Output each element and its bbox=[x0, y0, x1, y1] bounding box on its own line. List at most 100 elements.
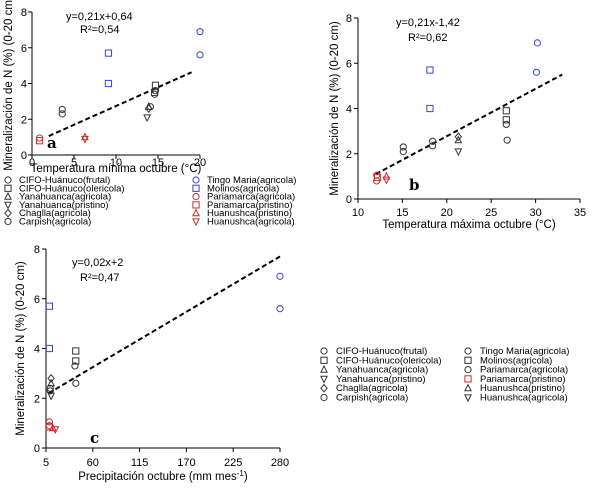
legend-entry: Pariamarca(pristino) bbox=[207, 200, 293, 211]
legend-entry: Huanushca(pristino) bbox=[480, 383, 565, 394]
legend-entry: Yanahuanca(agricola) bbox=[336, 365, 428, 376]
y-tick-label: 6 bbox=[21, 43, 27, 55]
x-tick-label: 225 bbox=[224, 457, 242, 469]
data-point bbox=[502, 120, 510, 128]
legend-marker bbox=[320, 393, 328, 402]
data-point bbox=[45, 302, 54, 310]
legend-entry: Tingo Maria(agricola) bbox=[207, 175, 296, 186]
data-point bbox=[58, 110, 66, 118]
legend-marker bbox=[192, 208, 200, 217]
x-tick-label: 10 bbox=[110, 157, 122, 169]
data-point bbox=[382, 171, 391, 180]
data-point bbox=[47, 392, 56, 401]
legend-marker bbox=[192, 193, 200, 201]
data-point bbox=[151, 88, 159, 97]
y-axis-title: Mineralización de N (%) (0-20 cm) bbox=[15, 261, 27, 436]
scatter-chart-c: 0 2 4 6 8 5 60 115 170 225 280 Mineralización de N … bbox=[15, 244, 289, 483]
data-point bbox=[532, 68, 541, 76]
data-point bbox=[502, 116, 510, 124]
data-point bbox=[196, 51, 204, 59]
x-tick-label: 25 bbox=[485, 207, 497, 219]
trend-line bbox=[48, 71, 193, 137]
legend-marker bbox=[464, 356, 472, 364]
data-point bbox=[382, 176, 391, 185]
data-point bbox=[151, 81, 160, 89]
legend-entry: Huanushca(pristino) bbox=[207, 208, 292, 219]
data-point bbox=[48, 423, 57, 432]
data-point bbox=[426, 104, 434, 113]
trend-line bbox=[48, 255, 281, 395]
legend-marker bbox=[320, 356, 328, 364]
legend-marker bbox=[4, 217, 12, 226]
x-tick-label: 20 bbox=[194, 157, 206, 169]
legend-marker bbox=[320, 347, 328, 355]
trend-line bbox=[375, 73, 563, 175]
y-tick-label: 6 bbox=[346, 58, 352, 70]
legend-marker bbox=[320, 375, 328, 384]
data-point bbox=[72, 347, 80, 355]
x-tick-label: 15 bbox=[396, 207, 408, 219]
panel-label: b bbox=[409, 176, 420, 194]
data-point bbox=[151, 87, 160, 95]
legend-entry: Chaglla(agricola) bbox=[19, 208, 91, 219]
scatter-chart-a: 0 2 4 6 8 0 5 10 15 20 Mineralización de N (%) (0-… bbox=[3, 0, 206, 175]
y-tick-label: 4 bbox=[34, 344, 40, 356]
legend-entry: Yanahuanca(agricola) bbox=[19, 192, 111, 203]
x-tick-label: 5 bbox=[43, 457, 49, 469]
y-axis-title: Mineralización de N (%) (0-20 cm) bbox=[329, 21, 341, 196]
legend-marker bbox=[4, 191, 12, 200]
data-point bbox=[503, 136, 511, 144]
legend-marker bbox=[464, 375, 472, 383]
legend-entry: Yanahuanca(pristino) bbox=[19, 200, 109, 211]
data-point bbox=[58, 105, 66, 114]
legend-entry: CIFO-Huánuco(frutal) bbox=[19, 175, 110, 186]
y-tick-label: 2 bbox=[21, 114, 27, 126]
legend-marker bbox=[192, 201, 200, 209]
legend-entry: CIFO-Huánuco(frutal) bbox=[336, 346, 427, 357]
legend-entry: Pariamarca(pristino) bbox=[480, 374, 566, 385]
regression-equation: y=0,21x+0,64 bbox=[66, 11, 133, 23]
y-tick-label: 8 bbox=[21, 7, 27, 19]
data-point bbox=[143, 114, 151, 123]
data-point bbox=[71, 362, 79, 370]
legend-marker bbox=[4, 201, 12, 210]
x-tick-label: 10 bbox=[352, 207, 364, 219]
legend-entry: CIFO-Huánuco(olericola) bbox=[19, 183, 125, 194]
panel-label: a bbox=[47, 134, 57, 152]
y-tick-label: 6 bbox=[34, 294, 40, 306]
legend-marker bbox=[4, 208, 12, 218]
r-squared-label: R²=0,54 bbox=[80, 24, 119, 36]
data-point bbox=[45, 418, 54, 426]
x-tick-label: 30 bbox=[529, 207, 541, 219]
x-tick-label: 0 bbox=[29, 157, 35, 169]
y-tick-label: 8 bbox=[346, 13, 352, 25]
legend-marker bbox=[192, 176, 200, 184]
legend-1: CIFO-Huánuco(frutal)CIFO-Huánuco(olerico… bbox=[4, 175, 296, 228]
x-axis-title: Temperatura mínima octubre (°C) bbox=[31, 163, 202, 175]
x-tick-label: 20 bbox=[441, 207, 453, 219]
legend-marker bbox=[464, 394, 472, 403]
legend-marker bbox=[192, 218, 200, 227]
legend-marker bbox=[320, 364, 328, 373]
legend-entry: Huanushca(agricola) bbox=[207, 217, 295, 228]
x-tick-label: 280 bbox=[271, 457, 289, 469]
y-tick-label: 0 bbox=[21, 150, 27, 162]
y-tick-label: 4 bbox=[346, 104, 352, 116]
data-point bbox=[145, 104, 153, 114]
data-point bbox=[454, 148, 463, 157]
x-tick-label: 60 bbox=[87, 457, 99, 469]
data-point bbox=[428, 137, 437, 145]
data-point bbox=[426, 66, 434, 74]
y-axis-title: Mineralización de N (%) (0-20 cm) bbox=[3, 0, 15, 171]
legend-entry: Chaglla(agricola) bbox=[336, 383, 408, 394]
regression-equation: y=0,02x+2 bbox=[72, 257, 123, 269]
x-tick-label: 5 bbox=[71, 157, 77, 169]
data-point bbox=[81, 135, 89, 144]
legend-marker bbox=[464, 347, 472, 355]
legend-entry: Huanushca(agricola) bbox=[480, 393, 568, 404]
data-point bbox=[533, 39, 541, 47]
legend-entry: Pariamarca(agricola) bbox=[480, 365, 568, 376]
legend-marker bbox=[464, 366, 472, 374]
data-point bbox=[45, 344, 54, 353]
